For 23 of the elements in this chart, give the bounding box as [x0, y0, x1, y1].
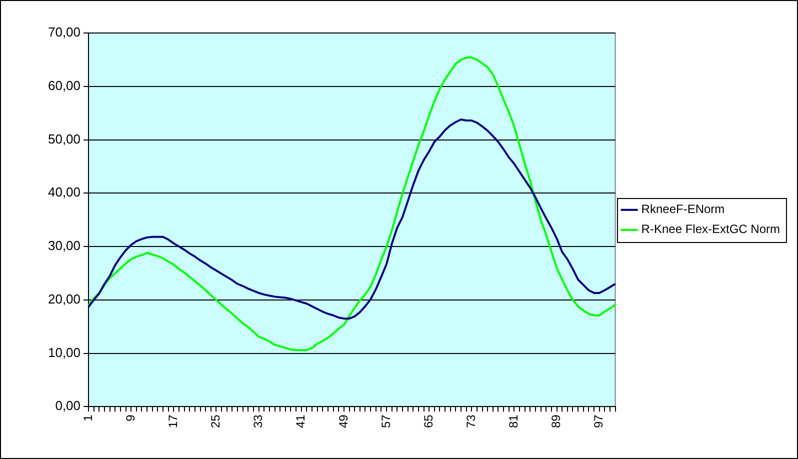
y-tick-label: 60,00	[48, 78, 81, 93]
legend-label: R-Knee Flex-ExtGC Norm	[641, 222, 780, 236]
x-tick-label: 57	[378, 414, 393, 428]
x-tick-label: 81	[506, 414, 521, 428]
x-tick-label: 65	[421, 414, 436, 428]
x-tick-label: 41	[294, 414, 308, 428]
x-tick-label: 1	[80, 414, 95, 422]
x-tick-label: 97	[592, 414, 606, 428]
y-tick-label: 30,00	[48, 238, 81, 254]
x-tick-label: 33	[251, 414, 266, 428]
y-tick-label: 40,00	[48, 184, 81, 200]
legend-label: RkneeF-ENorm	[641, 202, 725, 216]
x-tick-label: 17	[166, 414, 180, 428]
x-tick-label: 73	[464, 414, 478, 428]
x-tick-label: 25	[208, 414, 223, 428]
x-tick-label: 9	[123, 414, 138, 422]
x-tick-label: 49	[336, 414, 350, 428]
y-tick-label: 20,00	[48, 291, 81, 306]
x-tick-label: 89	[549, 414, 564, 428]
y-tick-label: 50,00	[48, 131, 81, 146]
y-tick-label: 10,00	[48, 344, 81, 360]
y-tick-label: 70,00	[48, 24, 81, 40]
y-tick-label: 0,00	[55, 398, 81, 414]
